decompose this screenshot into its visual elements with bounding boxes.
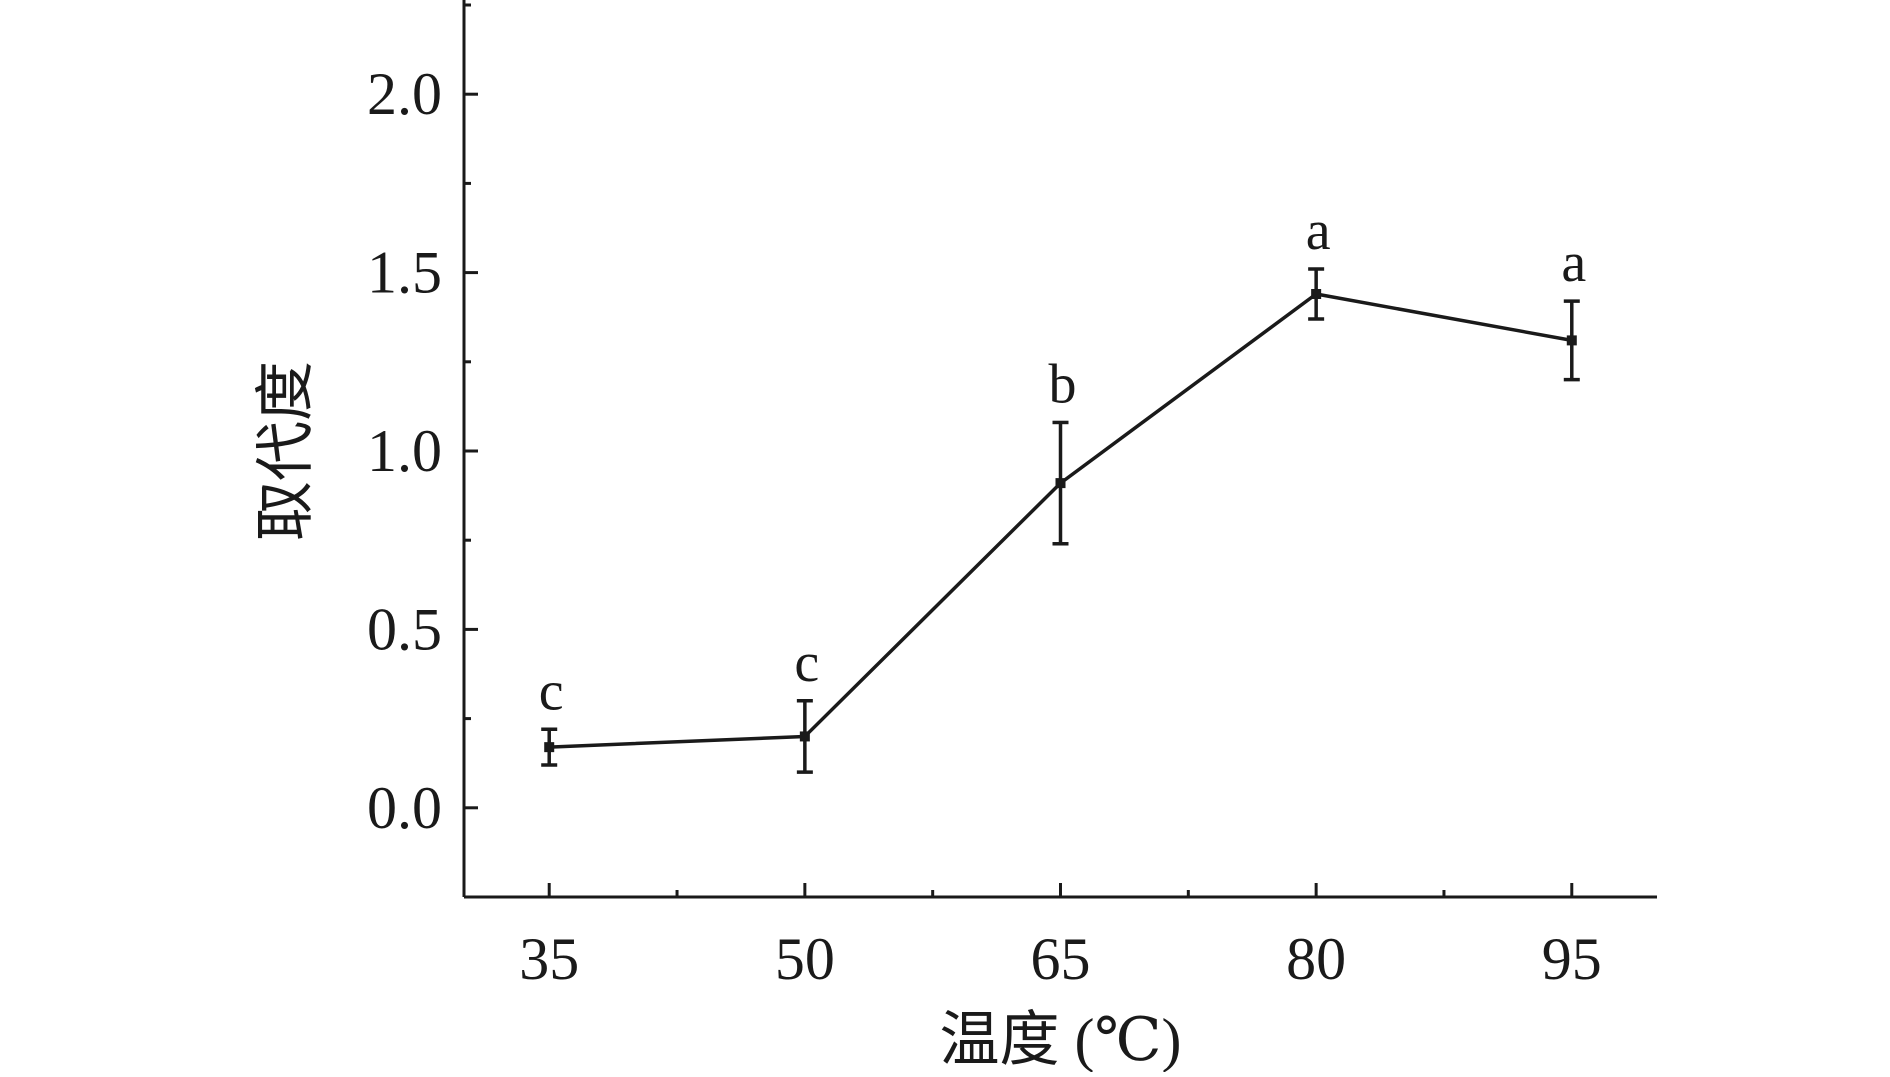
axes-layer: 35 50 65 80 95 0.0 0.5 1.0 1.5 2.0 [367,0,1657,992]
x-axis-title: 温度 (℃) [939,1007,1181,1072]
data-point [544,742,555,753]
y-tick-label: 0.0 [367,775,442,841]
significance-label: b [1049,353,1077,415]
x-tick-label: 65 [1031,926,1091,992]
x-tick-label: 95 [1542,926,1602,992]
y-tick-label: 0.5 [367,596,442,662]
significance-label: a [1306,200,1331,262]
x-tick-label: 35 [519,926,579,992]
significance-label: c [794,632,819,694]
y-axis-title: 取代度 [253,361,319,541]
data-point [1311,289,1322,300]
y-tick-label: 1.0 [367,418,442,484]
label-layer: 温度 (℃) 取代度 c c b a a [253,200,1586,1073]
y-tick-label: 1.5 [367,240,442,306]
significance-label: c [539,660,564,722]
x-tick-label: 80 [1286,926,1346,992]
data-point [1055,478,1066,489]
data-point [1566,335,1577,346]
data-layer [541,267,1580,774]
x-tick-label: 50 [775,926,835,992]
y-tick-label: 2.0 [367,61,442,127]
data-point [799,731,810,742]
significance-label: a [1561,232,1586,294]
